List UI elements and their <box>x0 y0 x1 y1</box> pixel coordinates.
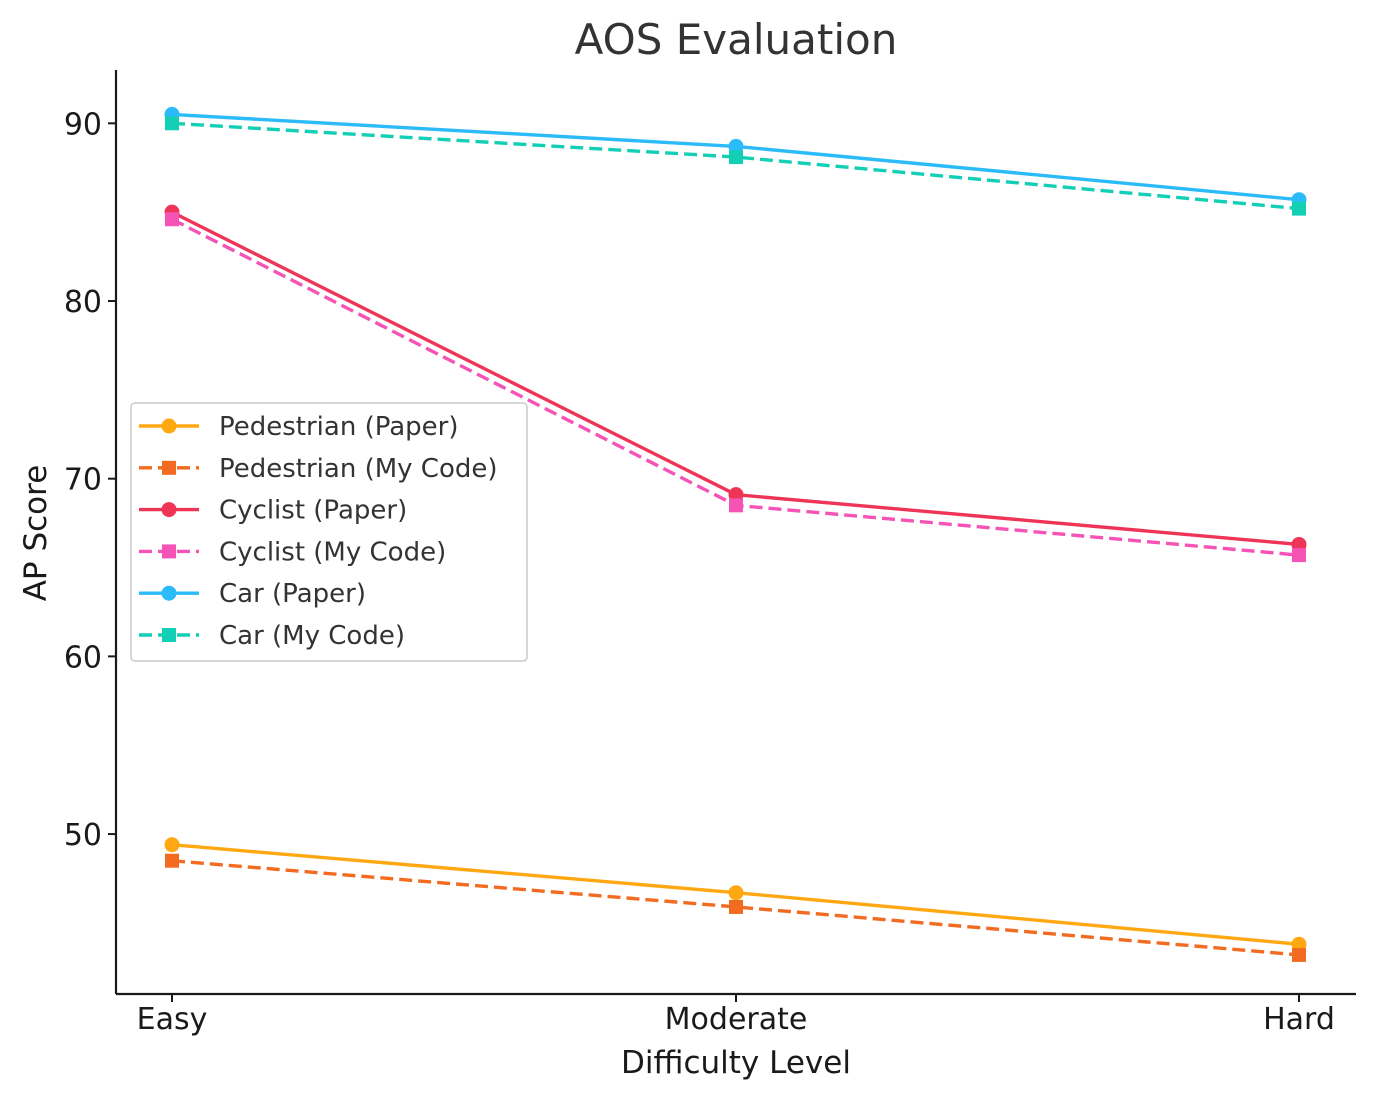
data-point <box>164 837 180 853</box>
series-line <box>171 859 1300 957</box>
legend-marker <box>162 628 176 642</box>
x-tick-label: Moderate <box>665 1002 808 1037</box>
legend-label: Pedestrian (My Code) <box>219 454 498 484</box>
legend-item: Car (Paper) <box>139 579 366 609</box>
chart-title: AOS Evaluation <box>575 15 898 64</box>
legend-label: Car (My Code) <box>219 621 405 651</box>
series-layer <box>164 106 1307 962</box>
legend-item: Cyclist (My Code) <box>139 537 446 567</box>
y-tick-label: 90 <box>64 107 102 142</box>
legend-label: Car (Paper) <box>219 579 366 609</box>
legend-label: Cyclist (My Code) <box>219 537 446 567</box>
legend-item: Cyclist (Paper) <box>139 496 407 526</box>
x-tick-label: Easy <box>137 1002 208 1037</box>
data-point <box>1292 548 1306 563</box>
y-tick-label: 70 <box>64 463 102 498</box>
y-tick-label: 50 <box>64 818 102 853</box>
series <box>164 837 1307 952</box>
data-point <box>729 899 743 914</box>
legend-item: Pedestrian (Paper) <box>139 412 459 442</box>
x-tick-label: Hard <box>1263 1002 1335 1037</box>
data-point <box>165 116 179 131</box>
data-point <box>165 853 179 868</box>
series-line <box>171 121 1300 211</box>
series <box>165 116 1306 216</box>
data-point <box>1292 947 1306 962</box>
data-point <box>729 498 743 513</box>
x-axis-label: Difficulty Level <box>621 1045 851 1081</box>
y-axis-label: AP Score <box>18 465 54 602</box>
legend-marker <box>161 418 177 434</box>
legend-frame <box>130 402 528 662</box>
legend-label: Cyclist (Paper) <box>219 496 407 526</box>
data-point <box>729 150 743 165</box>
axes: 50 60 70 80 90 Easy Moderate Hard <box>64 70 1356 1037</box>
data-point <box>165 212 179 227</box>
series <box>165 853 1306 962</box>
legend-marker <box>161 502 177 518</box>
y-tick-label: 80 <box>64 285 102 320</box>
legend-marker <box>161 585 177 601</box>
legend-label: Pedestrian (Paper) <box>219 412 459 442</box>
legend-marker <box>162 544 176 559</box>
data-point <box>728 885 744 901</box>
series <box>165 212 1306 563</box>
legend-item: Car (My Code) <box>139 621 405 651</box>
legend: Pedestrian (Paper) Pedestrian (My Code) Cy… <box>130 402 528 662</box>
legend-marker <box>162 460 176 475</box>
data-point <box>1292 201 1306 216</box>
y-tick-label: 60 <box>64 640 102 675</box>
legend-item: Pedestrian (My Code) <box>139 454 498 484</box>
